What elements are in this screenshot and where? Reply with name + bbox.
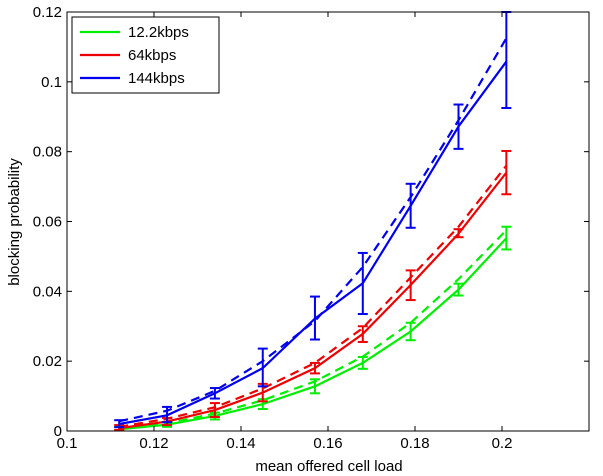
x-tick-label: 0.1 <box>57 435 78 452</box>
series-layer <box>114 11 512 432</box>
y-tick-label: 0.08 <box>33 144 62 161</box>
y-tick-label: 0.02 <box>33 353 62 370</box>
legend-label: 12.2kbps <box>128 24 189 41</box>
x-tick-label: 0.12 <box>139 435 168 452</box>
x-tick-label: 0.2 <box>492 435 513 452</box>
y-tick-label: 0.04 <box>33 283 62 300</box>
legend-label: 144kbps <box>128 70 185 87</box>
y-tick-label: 0.12 <box>33 4 62 21</box>
series-dashed-line <box>118 37 508 423</box>
legend-label: 64kbps <box>128 47 176 64</box>
x-axis-label: mean offered cell load <box>255 458 402 475</box>
series-dashed-line <box>119 164 508 428</box>
series-144kbps <box>114 11 512 429</box>
y-tick-label: 0.1 <box>41 74 62 91</box>
x-tick-label: 0.18 <box>400 435 429 452</box>
x-tick-label: 0.16 <box>313 435 342 452</box>
y-tick-label: 0.06 <box>33 214 62 231</box>
x-tick-label: 0.14 <box>226 435 255 452</box>
axes-layer: 0.1 0.12 0.14 0.16 0.18 0.2 0 0.02 0.04 0.06 0.08 0… <box>33 4 590 452</box>
legend: 12.2kbps 64kbps 144kbps <box>71 16 220 94</box>
y-axis-label: blocking probability <box>6 158 23 286</box>
y-tick-label: 0 <box>54 423 62 440</box>
